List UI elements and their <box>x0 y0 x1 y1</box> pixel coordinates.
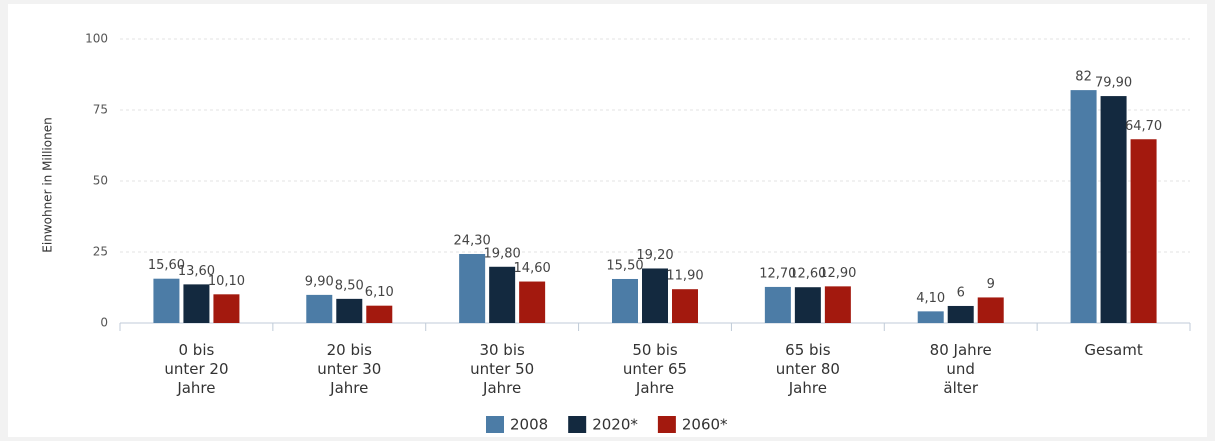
data-label: 6 <box>957 285 965 300</box>
data-label: 19,80 <box>484 246 521 261</box>
data-label: 82 <box>1075 70 1092 85</box>
legend-label: 2060* <box>682 416 728 434</box>
x-tick-label: 20 bis unter 30 Jahre <box>317 341 382 397</box>
bar <box>947 305 974 323</box>
bar <box>672 289 698 323</box>
bar <box>183 284 210 323</box>
y-tick-label: 100 <box>85 32 108 46</box>
legend-label: 2020* <box>592 416 638 434</box>
bar <box>366 305 393 323</box>
y-tick-label: 0 <box>100 316 108 330</box>
legend-swatch <box>568 416 587 433</box>
chart: Einwohner in Millionen 0 25 50 75 100 15,6013… <box>41 32 1191 434</box>
data-label: 64,70 <box>1125 119 1162 134</box>
bar <box>489 266 516 323</box>
chart-card: Einwohner in Millionen 0 25 50 75 100 15,60 13… <box>8 4 1207 437</box>
data-label: 24,30 <box>454 233 491 248</box>
bar <box>459 253 486 323</box>
data-label: 19,20 <box>636 248 673 263</box>
bar <box>824 286 851 323</box>
data-label: 12,60 <box>789 267 826 282</box>
data-label: 9 <box>987 277 995 292</box>
bar <box>764 286 791 323</box>
bar <box>1100 96 1127 323</box>
data-label: 6,10 <box>365 285 394 300</box>
bar <box>977 297 1004 323</box>
y-tick-label: 25 <box>93 245 108 259</box>
y-axis-label: Einwohner in Millionen <box>41 117 55 252</box>
data-label: 12,90 <box>819 266 856 281</box>
data-label: 9,90 <box>305 274 334 289</box>
data-label: 4,10 <box>916 291 945 306</box>
bar <box>917 311 944 323</box>
x-tick-label: 0 bis unter 20 Jahre <box>164 341 229 397</box>
x-tick-label: Gesamt <box>1084 341 1143 359</box>
x-tick-label: 80 Jahre und älter <box>929 341 992 397</box>
bar <box>642 268 668 323</box>
bar <box>519 281 546 323</box>
data-label: 14,60 <box>514 261 551 276</box>
data-label: 15,60 <box>148 258 185 273</box>
y-tick-label: 75 <box>93 103 108 117</box>
bar <box>1070 90 1097 324</box>
data-label: 11,90 <box>666 269 703 284</box>
legend-swatch <box>486 416 504 433</box>
legend-label: 2008 <box>510 416 548 434</box>
bar <box>794 287 821 323</box>
data-label: 8,50 <box>335 278 364 293</box>
bar <box>306 294 333 323</box>
y-tick-label: 50 <box>93 174 108 188</box>
data-label: 15,50 <box>606 258 643 273</box>
bar <box>1130 139 1157 323</box>
bar <box>612 278 638 323</box>
bar <box>153 278 180 323</box>
data-label: 10,10 <box>208 274 245 289</box>
x-tick-label: 50 bis unter 65 Jahre <box>622 341 688 397</box>
x-tick-label: 65 bis unter 80 Jahre <box>775 341 840 397</box>
bar <box>213 294 240 323</box>
data-label: 79,90 <box>1095 76 1132 91</box>
legend-swatch <box>657 416 676 433</box>
data-label: 13,60 <box>178 264 215 279</box>
x-tick-label: 30 bis unter 50 Jahre <box>470 341 535 397</box>
bar <box>336 298 363 323</box>
data-label: 12,70 <box>759 266 796 281</box>
